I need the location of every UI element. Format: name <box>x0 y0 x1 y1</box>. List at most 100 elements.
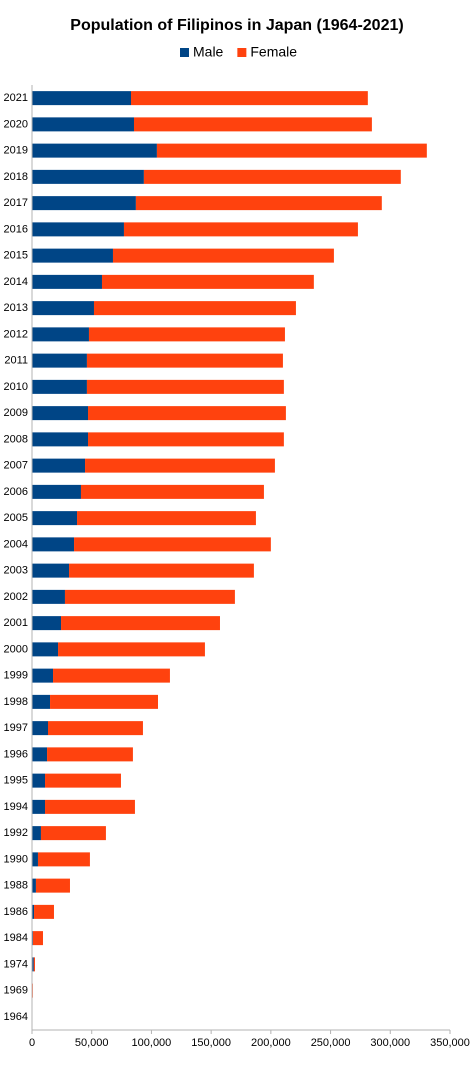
bar-segment <box>32 852 38 866</box>
bar-segment <box>32 642 58 656</box>
y-tick-label: 2000 <box>4 643 28 655</box>
y-tick-label: 1984 <box>4 932 28 944</box>
y-tick-label: 2018 <box>4 171 28 183</box>
bar-segment <box>89 327 285 341</box>
legend-swatch <box>180 48 189 57</box>
legend-label: Female <box>250 44 297 60</box>
y-tick-label: 2015 <box>4 250 28 262</box>
bar-segment <box>32 511 77 525</box>
bar-segment <box>32 485 81 499</box>
bar-segment <box>32 616 61 630</box>
x-tick-label: 250,000 <box>311 1037 351 1049</box>
bar-segment <box>32 354 87 368</box>
bar-segment <box>124 222 358 236</box>
y-tick-label: 2011 <box>4 355 28 367</box>
y-tick-label: 1964 <box>4 1011 28 1023</box>
bar-segment <box>47 747 133 761</box>
bar-segment <box>32 380 87 394</box>
bar-segment <box>32 117 134 131</box>
bar-segment <box>85 459 275 473</box>
bar-segment <box>94 301 296 315</box>
bar-segment <box>131 91 368 105</box>
bar-segment <box>74 537 271 551</box>
bar-segment <box>32 222 124 236</box>
bar-segment <box>134 117 372 131</box>
y-tick-label: 2009 <box>4 407 28 419</box>
y-tick-label: 2003 <box>4 565 28 577</box>
bar-segment <box>32 275 102 289</box>
bar-segment <box>45 800 135 814</box>
bar-segment <box>38 852 90 866</box>
x-tick-label: 350,000 <box>430 1037 470 1049</box>
x-tick-label: 0 <box>29 1037 35 1049</box>
bar-segment <box>34 957 35 971</box>
bar-segment <box>53 669 170 683</box>
bar-segment <box>88 406 286 420</box>
y-tick-label: 1986 <box>4 906 28 918</box>
bar-segment <box>58 642 205 656</box>
legend-label: Male <box>193 44 224 60</box>
y-tick-label: 1999 <box>4 670 28 682</box>
bar-segment <box>36 879 70 893</box>
bar-segment <box>32 459 85 473</box>
y-tick-label: 2006 <box>4 486 28 498</box>
bar-segment <box>32 406 88 420</box>
x-tick-label: 200,000 <box>251 1037 291 1049</box>
x-tick-label: 150,000 <box>191 1037 231 1049</box>
bar-segment <box>32 249 113 263</box>
x-tick-label: 50,000 <box>75 1037 109 1049</box>
y-tick-label: 2020 <box>4 118 28 130</box>
y-tick-label: 2017 <box>4 197 28 209</box>
y-tick-label: 2005 <box>4 512 28 524</box>
y-tick-label: 2014 <box>4 276 28 288</box>
bar-segment <box>32 695 50 709</box>
bar-segment <box>87 354 283 368</box>
chart-title: Population of Filipinos in Japan (1964-2… <box>70 17 403 34</box>
bar-segment <box>34 905 54 919</box>
bar-segment <box>157 144 427 158</box>
y-tick-label: 1994 <box>4 801 28 813</box>
bar-segment <box>48 721 143 735</box>
bar-segment <box>32 800 45 814</box>
bar-segment <box>136 196 382 210</box>
bar-segment <box>32 564 69 578</box>
bar-segment <box>41 826 106 840</box>
bar-segment <box>32 879 36 893</box>
bar-segment <box>33 931 43 945</box>
bar-segment <box>32 747 47 761</box>
y-tick-label: 2021 <box>4 92 28 104</box>
y-tick-label: 2007 <box>4 460 28 472</box>
y-tick-label: 1995 <box>4 775 28 787</box>
bar-segment <box>32 537 74 551</box>
y-tick-label: 1997 <box>4 722 28 734</box>
bar-segment <box>144 170 401 184</box>
x-tick-label: 100,000 <box>132 1037 172 1049</box>
y-tick-label: 2004 <box>4 538 28 550</box>
y-tick-label: 1988 <box>4 880 28 892</box>
bar-segment <box>69 564 254 578</box>
y-tick-label: 2010 <box>4 381 28 393</box>
bar-segment <box>32 721 48 735</box>
y-tick-label: 2002 <box>4 591 28 603</box>
bar-segment <box>32 144 157 158</box>
bar-segment <box>32 327 89 341</box>
bar-segment <box>88 432 284 446</box>
x-tick-label: 300,000 <box>370 1037 410 1049</box>
y-tick-label: 1992 <box>4 827 28 839</box>
bar-segment <box>102 275 314 289</box>
y-tick-label: 2001 <box>4 617 28 629</box>
bar-segment <box>113 249 334 263</box>
bar-segment <box>45 774 121 788</box>
bar-segment <box>32 170 144 184</box>
legend-swatch <box>237 48 246 57</box>
bar-segment <box>32 590 65 604</box>
bar-segment <box>32 301 94 315</box>
y-tick-label: 2008 <box>4 433 28 445</box>
bar-segment <box>32 91 131 105</box>
y-tick-label: 1990 <box>4 853 28 865</box>
y-tick-label: 2016 <box>4 223 28 235</box>
bar-segment <box>32 196 136 210</box>
bar-segment <box>77 511 256 525</box>
